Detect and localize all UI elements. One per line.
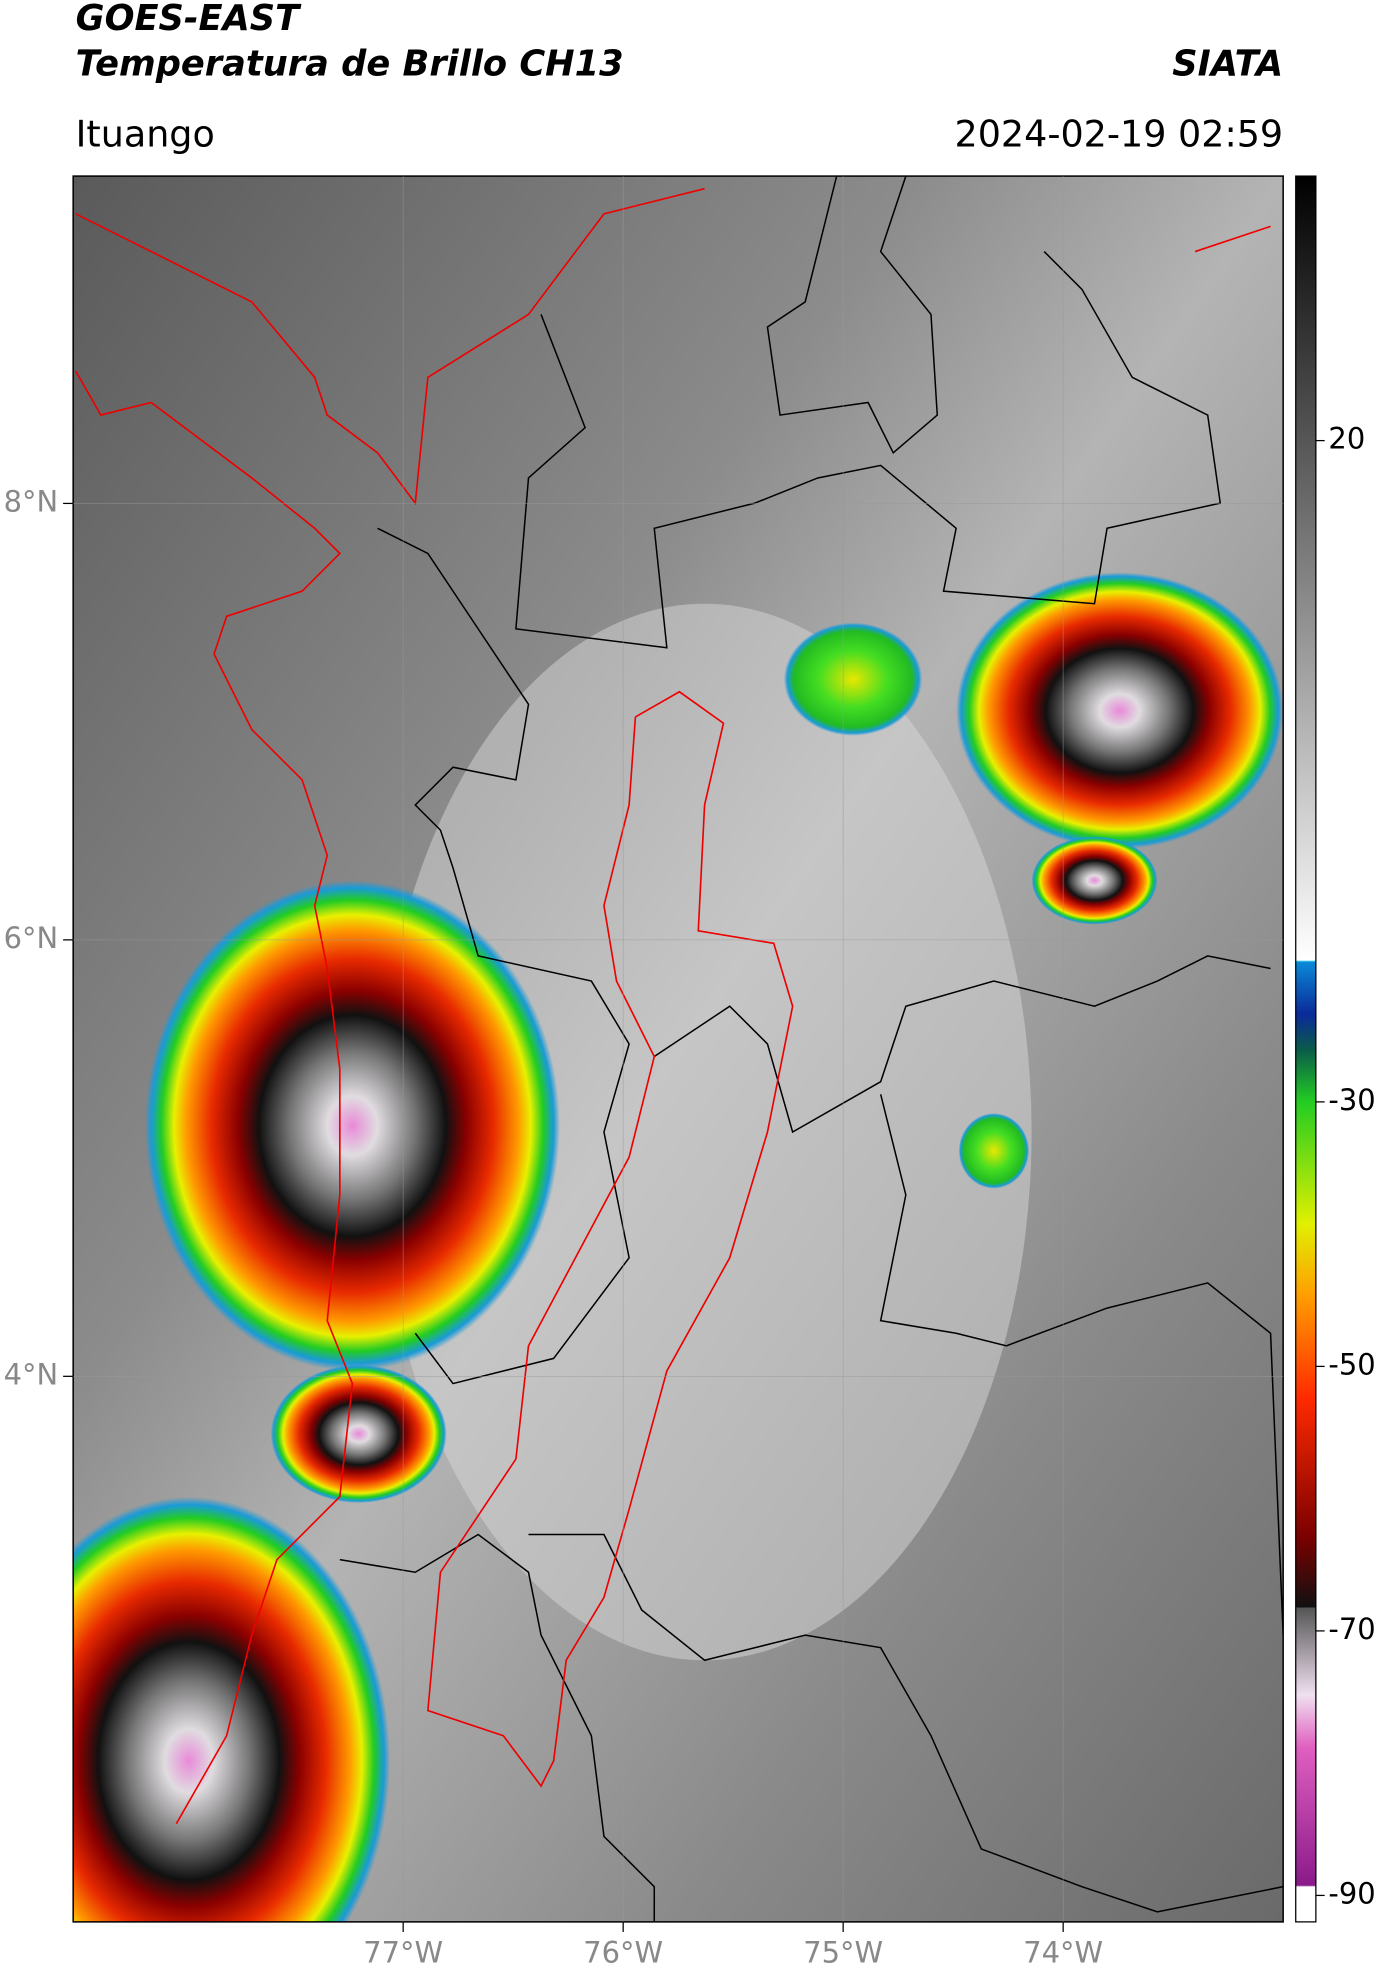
colorbar — [1295, 175, 1317, 1923]
storm — [73, 1496, 391, 1922]
y-tick-label: 4°N — [4, 1357, 58, 1391]
storm — [270, 1364, 447, 1504]
border — [766, 176, 939, 455]
border — [653, 955, 1271, 1134]
colorbar-tick-label: -70 — [1328, 1612, 1375, 1646]
storm — [1031, 836, 1158, 925]
border — [528, 1533, 1284, 1913]
coastline — [74, 370, 354, 1825]
border — [879, 1094, 1284, 1636]
border — [515, 251, 1222, 649]
colorbar-tick-label: 20 — [1328, 422, 1365, 456]
coastline — [1194, 225, 1271, 253]
colorbar-tick-label: -90 — [1328, 1876, 1375, 1910]
x-tick-label: 75°W — [803, 1936, 883, 1970]
colorbar-tick-label: -50 — [1328, 1347, 1375, 1381]
storm — [956, 572, 1284, 849]
satellite: GOES-EAST — [76, 0, 302, 39]
cloud-cell — [958, 1113, 1030, 1189]
storm — [144, 880, 560, 1371]
x-tick-label: 77°W — [363, 1936, 443, 1970]
x-tick-label: 76°W — [583, 1936, 663, 1970]
region-boundary — [426, 690, 794, 1788]
x-tick-label: 74°W — [1023, 1936, 1103, 1970]
datetime: 2024-02-19 02:59 — [955, 112, 1284, 155]
y-tick-label: 8°N — [4, 484, 58, 518]
colorbar-tick-label: -30 — [1328, 1083, 1375, 1117]
cloud-cell — [783, 622, 923, 736]
cloud — [377, 603, 1032, 1661]
region: Ituango — [76, 112, 215, 155]
product: Temperatura de Brillo CH13 — [76, 43, 624, 84]
agency: SIATA — [1172, 43, 1283, 84]
border — [339, 1533, 656, 1922]
border — [377, 527, 630, 1385]
y-tick-label: 6°N — [4, 921, 58, 955]
map — [73, 176, 1284, 1922]
map-frame — [72, 175, 1284, 1923]
coastline — [75, 187, 705, 506]
